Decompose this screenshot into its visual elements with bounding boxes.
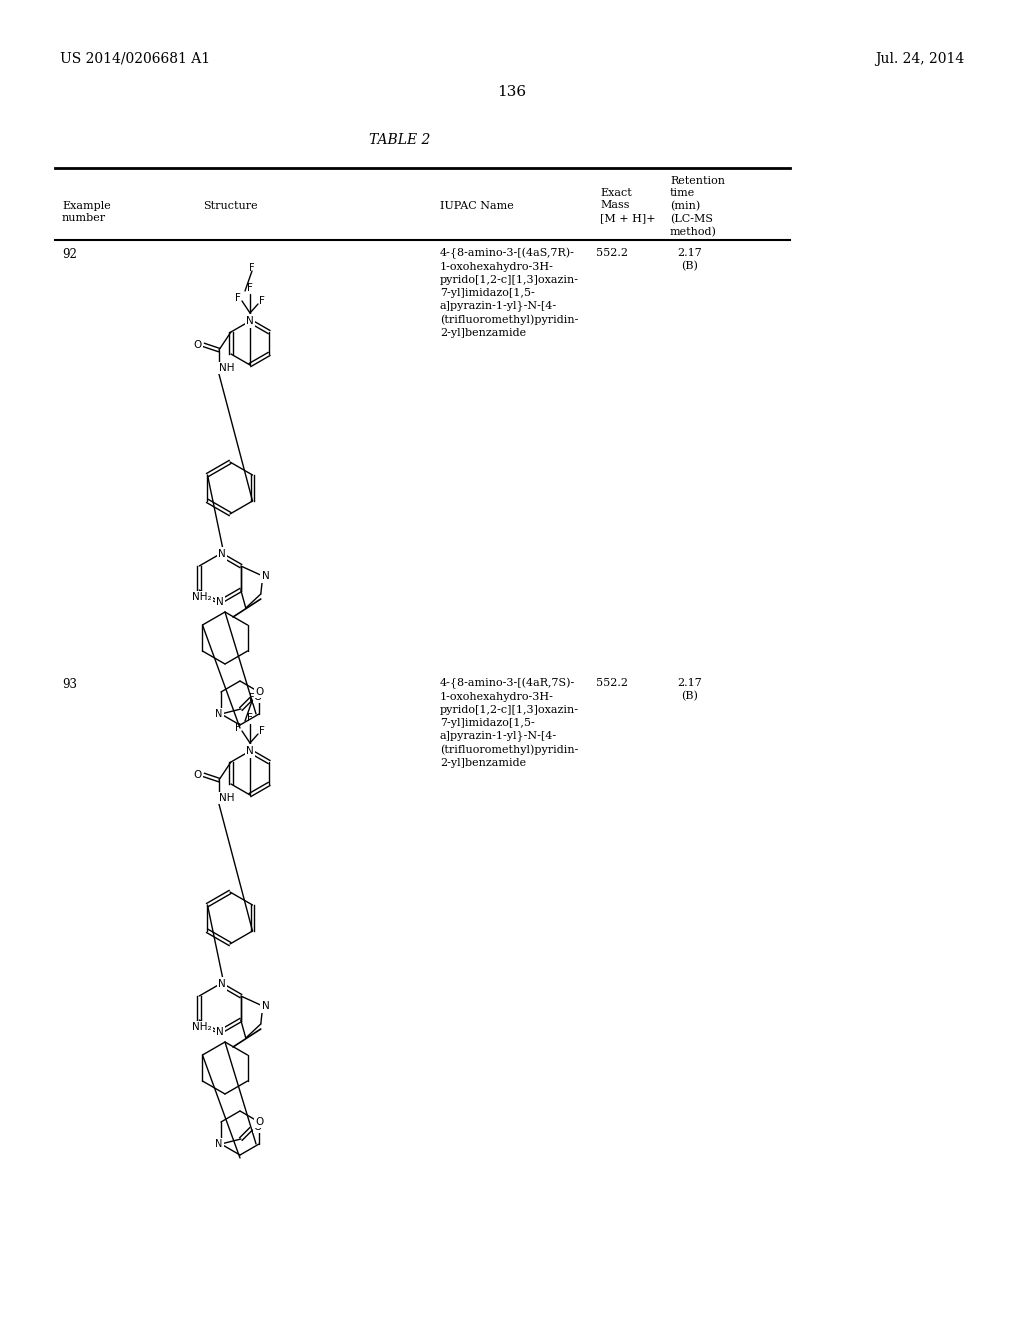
Text: 552.2: 552.2 bbox=[596, 248, 628, 257]
Text: N: N bbox=[216, 597, 224, 607]
Text: N: N bbox=[246, 746, 254, 756]
Text: 93: 93 bbox=[62, 678, 77, 690]
Text: N: N bbox=[262, 1001, 269, 1011]
Text: F: F bbox=[236, 293, 241, 304]
Text: N: N bbox=[246, 315, 254, 326]
Text: TABLE 2: TABLE 2 bbox=[370, 133, 431, 147]
Text: 552.2: 552.2 bbox=[596, 678, 628, 688]
Text: O: O bbox=[255, 1117, 263, 1127]
Text: 4-{8-amino-3-[(4aR,7S)-
1-oxohexahydro-3H-
pyrido[1,2-c][1,3]oxazin-
7-yl]imidaz: 4-{8-amino-3-[(4aR,7S)- 1-oxohexahydro-3… bbox=[440, 678, 579, 768]
Text: N: N bbox=[262, 572, 269, 581]
Text: 136: 136 bbox=[498, 84, 526, 99]
Text: 2.17
(B): 2.17 (B) bbox=[678, 678, 702, 701]
Text: Example
number: Example number bbox=[62, 201, 111, 223]
Text: O: O bbox=[194, 770, 202, 780]
Text: F: F bbox=[249, 693, 255, 704]
Text: N: N bbox=[215, 1139, 222, 1148]
Text: N: N bbox=[218, 979, 226, 989]
Text: 2.17
(B): 2.17 (B) bbox=[678, 248, 702, 271]
Text: US 2014/0206681 A1: US 2014/0206681 A1 bbox=[60, 51, 210, 66]
Text: O: O bbox=[255, 686, 263, 697]
Text: NH₂: NH₂ bbox=[193, 591, 212, 602]
Text: F: F bbox=[259, 726, 265, 737]
Text: O: O bbox=[254, 1122, 262, 1133]
Text: N: N bbox=[216, 1027, 224, 1038]
Text: F: F bbox=[249, 263, 255, 273]
Text: 4-{8-amino-3-[(4aS,7R)-
1-oxohexahydro-3H-
pyrido[1,2-c][1,3]oxazin-
7-yl]imidaz: 4-{8-amino-3-[(4aS,7R)- 1-oxohexahydro-3… bbox=[440, 248, 579, 338]
Text: Jul. 24, 2014: Jul. 24, 2014 bbox=[874, 51, 964, 66]
Text: NH: NH bbox=[219, 363, 234, 374]
Text: 92: 92 bbox=[62, 248, 77, 261]
Text: Retention
time
(min)
(LC-MS
method): Retention time (min) (LC-MS method) bbox=[670, 176, 725, 236]
Text: O: O bbox=[254, 692, 262, 702]
Text: F: F bbox=[259, 296, 265, 306]
Text: Structure: Structure bbox=[203, 201, 257, 211]
Text: O: O bbox=[194, 341, 202, 350]
Text: F: F bbox=[247, 713, 253, 723]
Text: Exact
Mass
[M + H]+: Exact Mass [M + H]+ bbox=[600, 187, 655, 223]
Text: F: F bbox=[236, 723, 241, 733]
Text: N: N bbox=[218, 549, 226, 558]
Text: NH: NH bbox=[219, 793, 234, 803]
Text: NH₂: NH₂ bbox=[193, 1022, 212, 1032]
Text: F: F bbox=[247, 282, 253, 293]
Text: N: N bbox=[215, 709, 222, 719]
Text: IUPAC Name: IUPAC Name bbox=[440, 201, 514, 211]
